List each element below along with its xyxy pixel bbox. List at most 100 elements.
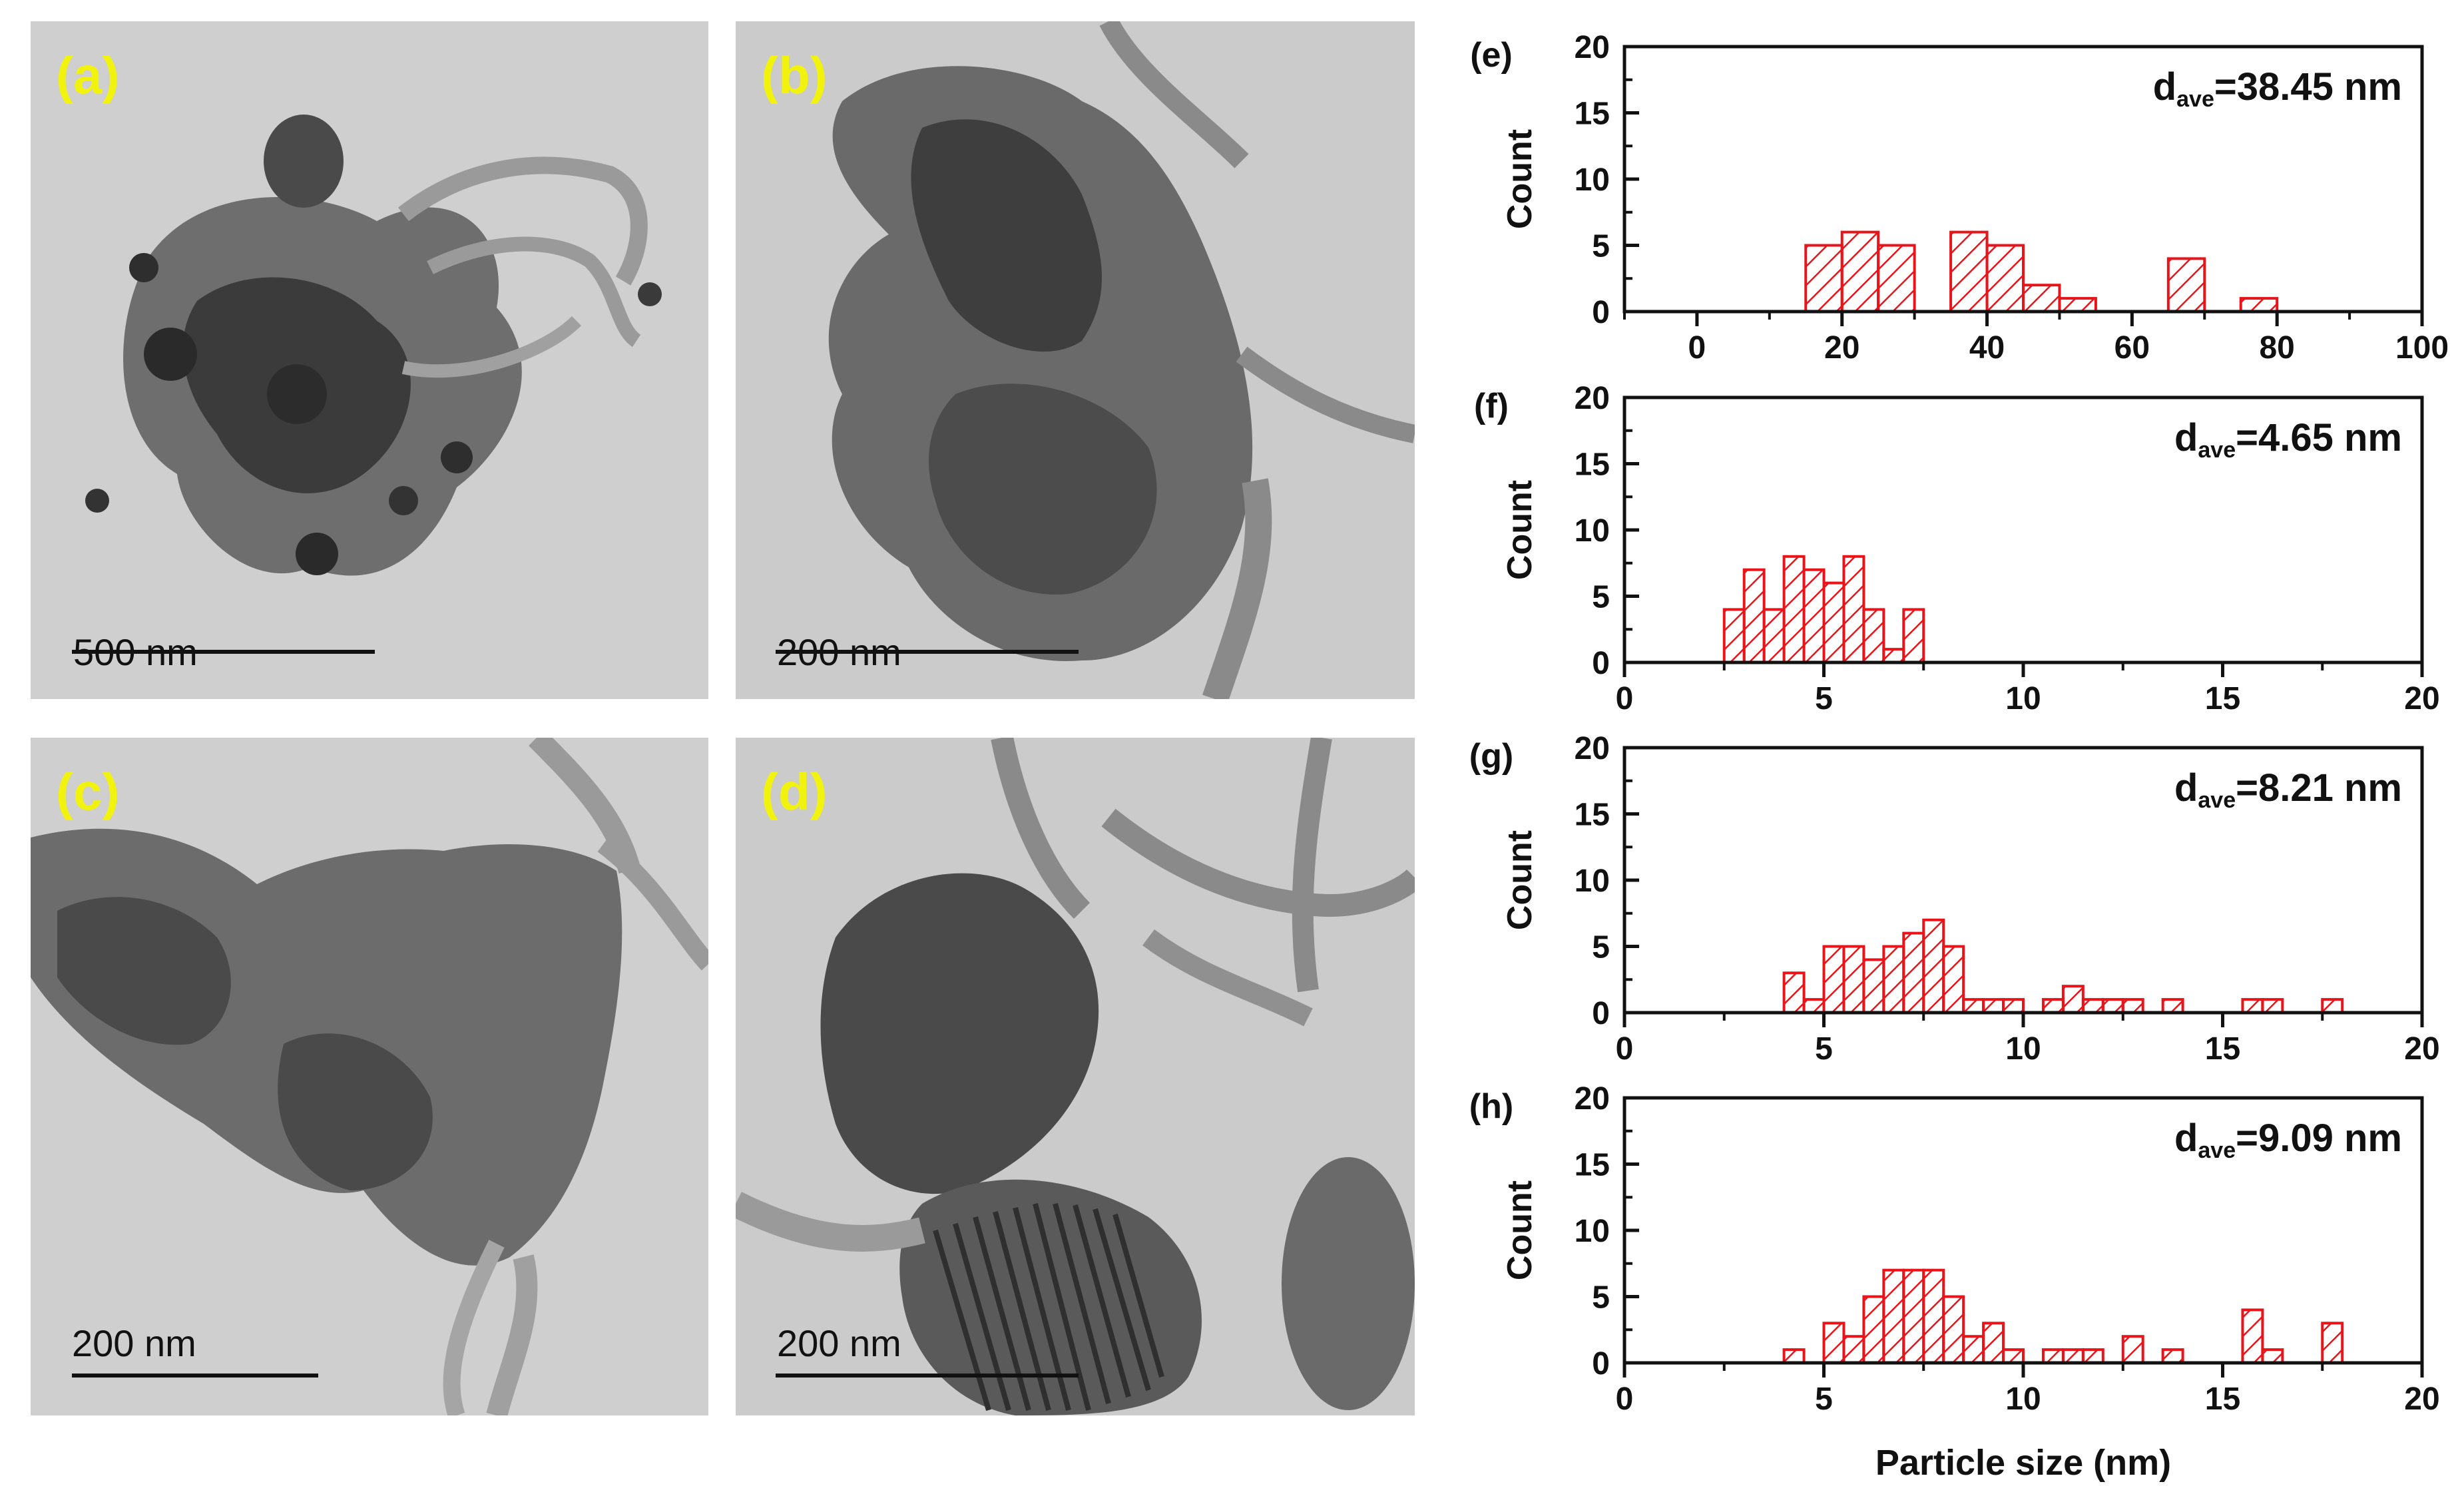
histogram-bar [2161,1348,2184,1364]
x-tick-label: 20 [1824,330,1859,366]
chart-panel-label: (h) [1469,1087,1513,1126]
tem-image-d: (d) 200 nm [736,738,1415,1415]
x-tick-label: 20 [2404,1031,2439,1067]
histogram-bar [2161,998,2184,1014]
histogram-bar [1842,945,1865,1014]
average-size-annotation: dave=38.45 nm [2153,65,2402,112]
histogram-bar [1862,1295,1885,1364]
histogram-bar [1802,998,1826,1014]
tem-image-a: (a) 500 nm [31,21,708,699]
histogram-bar [1902,608,1925,664]
x-axis-label: Particle size (nm) [1875,1443,2171,1483]
histogram-bar [1782,1348,1806,1364]
y-tick-label: 5 [1592,1280,1610,1316]
y-axis-label: Count [1501,480,1539,580]
tem-image-c: (c) 200 nm [31,738,708,1415]
histogram-bar [2261,1348,2284,1364]
histogram-bar [2239,297,2279,314]
x-tick-label: 15 [2205,681,2240,716]
chart-panel-label: (f) [1474,387,1509,425]
x-tick-label: 10 [2005,1031,2041,1067]
histogram-bar [1762,608,1786,664]
y-tick-label: 20 [1575,381,1610,416]
x-tick-label: 10 [2005,1382,2041,1417]
chart-panel-label: (e) [1470,36,1513,75]
histogram-bar [1962,1335,1985,1364]
x-tick-label: 0 [1616,1031,1634,1067]
histogram-bar [1804,244,1844,313]
tem-image-b: (b) 200 nm [736,21,1415,699]
histogram-bar [1862,958,1885,1015]
histogram-bar [2081,998,2104,1014]
tem-panel-label: (c) [56,762,120,821]
histogram-3: 0 5 10 15 20 0 5 10 15 20 (h) Count dave=9.09 nm Part… [1469,1081,2440,1483]
histogram-bar [1782,971,1806,1015]
y-tick-label: 20 [1575,30,1610,65]
histogram-bar [1982,1322,2005,1365]
annotation-subscript: ave [2198,437,2236,463]
histogram-0: 0 5 10 15 20 0 20 40 60 80 100 (e) Count dave=38.45 n… [1470,30,2449,366]
average-size-annotation: dave=9.09 nm [2174,1117,2402,1163]
histogram-bar [1942,1295,1965,1364]
histogram-bar [2321,998,2344,1014]
histogram-bar [1902,931,1925,1014]
histogram-bar [1882,648,1905,664]
histogram-bar [1922,918,1945,1014]
x-tick-label: 15 [2205,1382,2240,1417]
annotation-subscript: ave [2198,1138,2236,1163]
x-tick-label: 20 [2404,681,2439,716]
histogram-1: 0 5 10 15 20 0 5 10 15 20 (f) Count dave=4.65 nm [1474,381,2440,716]
y-tick-label: 0 [1592,1346,1610,1382]
histogram-bar [1840,230,1880,314]
x-tick-label: 20 [2404,1382,2439,1417]
tem-image-d-content [736,738,1415,1415]
y-tick-label: 15 [1575,798,1610,833]
y-tick-label: 15 [1575,447,1610,483]
y-tick-label: 0 [1592,996,1610,1031]
histogram-bar [1982,998,2005,1014]
histogram-bar [1822,945,1846,1014]
histogram-bar [1882,945,1905,1014]
histogram-bar [1942,945,1965,1014]
tem-panel-label: (d) [761,762,828,821]
y-tick-label: 15 [1575,97,1610,132]
histogram-bar [1842,555,1865,664]
histogram-2: 0 5 10 15 20 0 5 10 15 20 (g) Count dave=8.21 nm [1469,731,2440,1067]
x-tick-label: 0 [1616,1382,1634,1417]
scale-bar-label: 200 nm [72,1322,196,1364]
y-tick-label: 5 [1592,580,1610,615]
y-tick-label: 10 [1575,1214,1610,1249]
annotation-symbol: d [2174,416,2198,459]
x-tick-label: 10 [2005,681,2041,716]
histogram-bar [1822,1322,1846,1365]
scale-bar [72,650,375,654]
y-tick-label: 15 [1575,1148,1610,1183]
scale-bar [776,650,1079,654]
histogram-bar [1862,608,1885,664]
histogram-bar [1722,608,1746,664]
histogram-bar [2321,1322,2344,1365]
tem-panel-label: (a) [56,46,120,105]
histogram-bar [1985,244,2025,313]
annotation-symbol: d [2174,1117,2198,1160]
histogram-bar [1902,1268,1925,1364]
x-tick-label: 0 [1688,330,1706,366]
histogram-bar [2061,1348,2085,1364]
histogram-bar [2121,1335,2144,1364]
scale-bar [72,1374,318,1378]
x-tick-label: 5 [1815,1382,1833,1417]
histogram-bar [2241,1308,2264,1365]
histogram-bar [2041,1348,2065,1364]
y-tick-label: 10 [1575,162,1610,198]
y-tick-label: 5 [1592,930,1610,965]
scale-bar-label: 200 nm [777,1322,901,1364]
histogram-bar [1782,555,1806,664]
histogram-bar [1842,1335,1865,1364]
y-tick-label: 20 [1575,731,1610,766]
histogram-bar [1949,230,1989,314]
y-axis-label: Count [1501,1180,1539,1280]
scale-bar [776,1374,1079,1378]
annotation-symbol: d [2174,766,2198,810]
histogram-bar [2261,998,2284,1014]
